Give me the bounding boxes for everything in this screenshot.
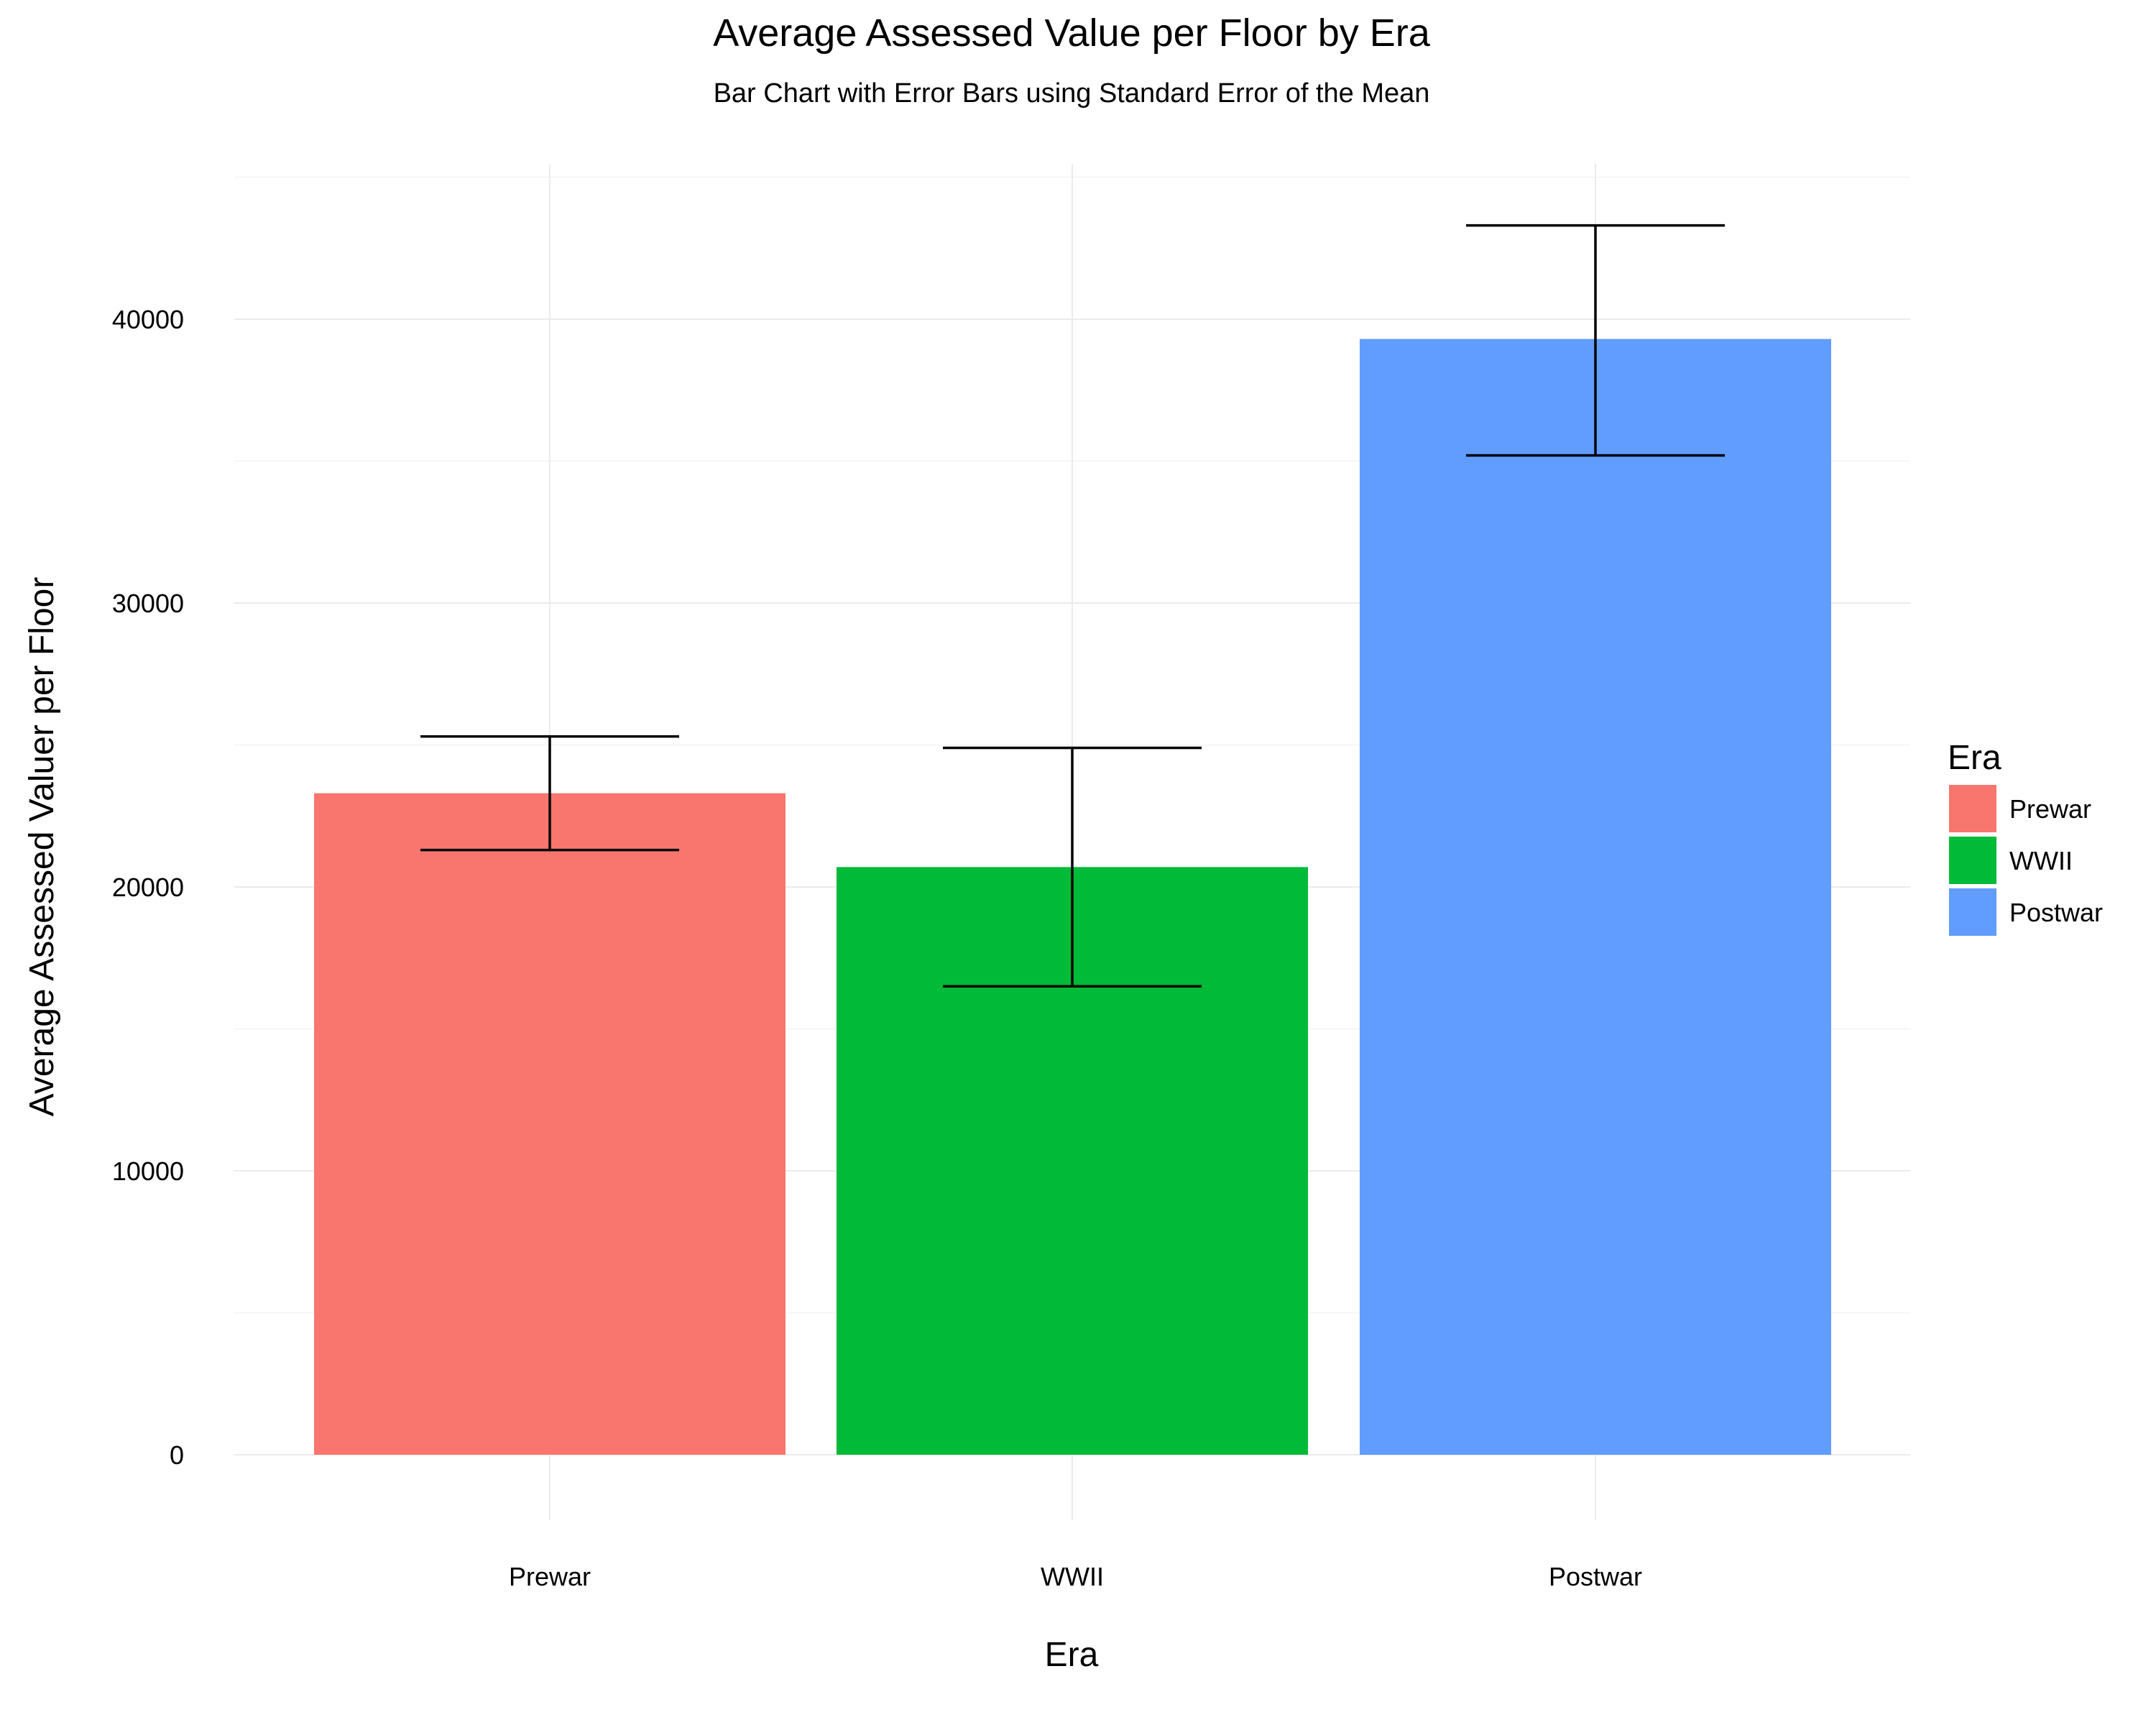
y-tick-label: 0 xyxy=(170,1440,184,1470)
chart-title: Average Assessed Value per Floor by Era xyxy=(713,12,1431,55)
legend-items: Prewar WWII Postwar xyxy=(1949,785,2103,936)
legend-item-wwii: WWII xyxy=(1949,837,2073,884)
y-axis-title: Average Assessed Valuer per Floor xyxy=(23,577,61,1117)
legend-label: Prewar xyxy=(2009,794,2091,824)
chart-subtitle: Bar Chart with Error Bars using Standard… xyxy=(714,78,1430,109)
error-bars xyxy=(420,224,1725,988)
legend-item-prewar: Prewar xyxy=(1949,785,2091,832)
bars xyxy=(314,339,1831,1455)
bar-postwar xyxy=(1360,339,1831,1455)
x-axis-ticks: Prewar WWII Postwar xyxy=(509,1562,1642,1591)
x-tick-label: Prewar xyxy=(509,1562,591,1591)
error-bar-wwii xyxy=(943,746,1202,988)
y-tick-label: 40000 xyxy=(112,305,184,334)
legend-key xyxy=(1949,785,1996,832)
y-tick-label: 30000 xyxy=(112,589,184,618)
error-bar-prewar xyxy=(420,735,679,852)
y-axis-ticks: 0 10000 20000 30000 40000 xyxy=(112,305,184,1470)
legend-title: Era xyxy=(1948,739,2001,777)
x-tick-label: WWII xyxy=(1041,1562,1104,1591)
bar-prewar xyxy=(314,793,786,1455)
error-bar-postwar xyxy=(1466,224,1725,457)
legend-label: Postwar xyxy=(2009,898,2103,927)
legend: Era Prewar WWII Postwar xyxy=(1948,739,2103,936)
y-tick-label: 20000 xyxy=(112,873,184,902)
legend-label: WWII xyxy=(2009,846,2073,875)
x-tick-label: Postwar xyxy=(1549,1562,1642,1591)
legend-item-postwar: Postwar xyxy=(1949,888,2103,936)
legend-key xyxy=(1949,888,1996,936)
y-tick-label: 10000 xyxy=(112,1156,184,1186)
x-axis-title: Era xyxy=(1045,1636,1099,1674)
legend-key xyxy=(1949,837,1996,884)
